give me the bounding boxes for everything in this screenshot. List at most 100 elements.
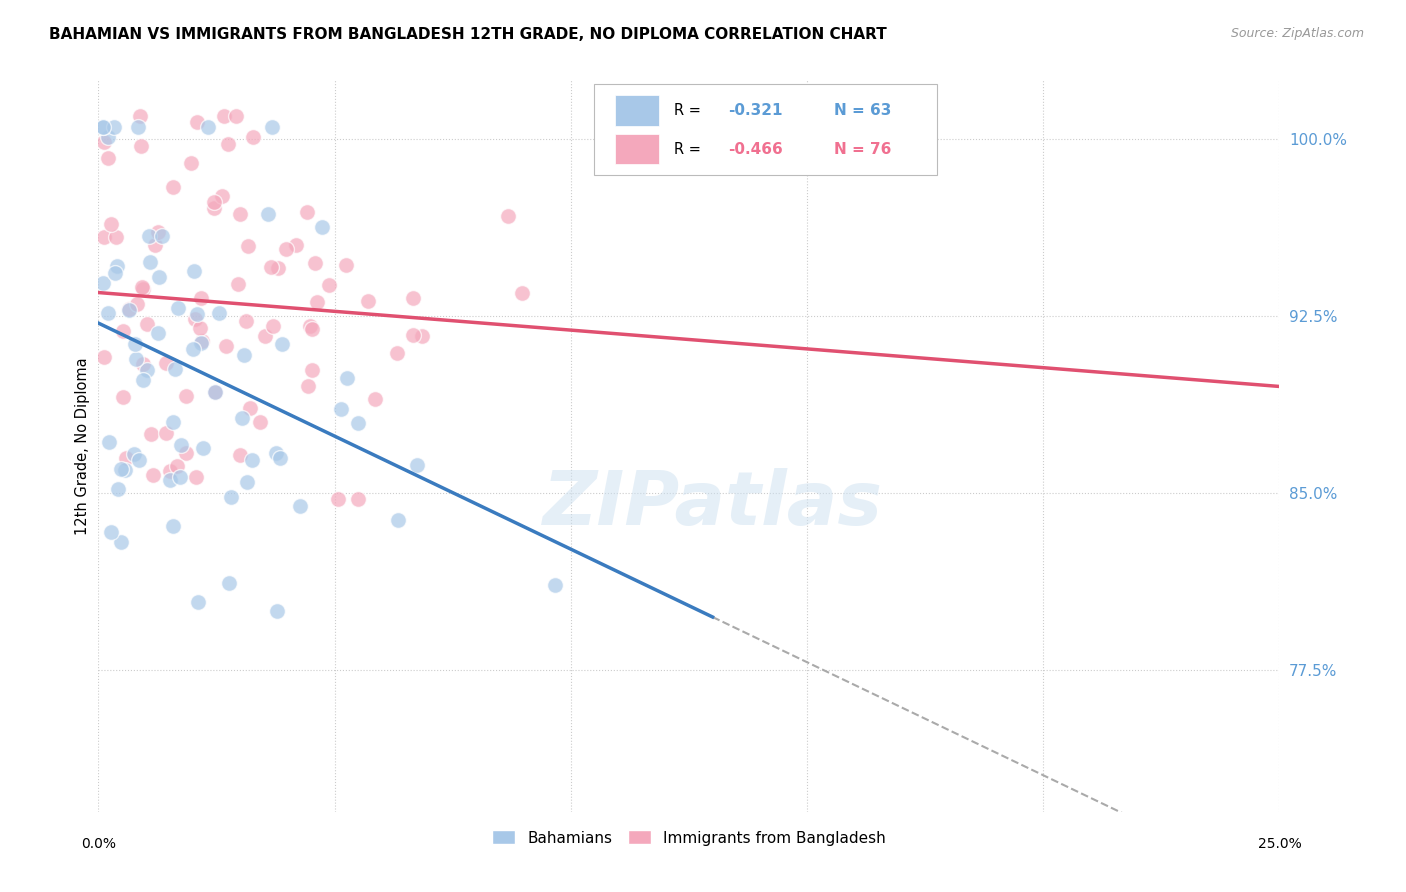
Point xyxy=(166,459,188,474)
Point xyxy=(148,226,170,240)
Point xyxy=(512,285,534,300)
FancyBboxPatch shape xyxy=(595,84,936,176)
Point xyxy=(183,312,205,326)
Point xyxy=(406,458,429,472)
Point xyxy=(162,415,184,429)
Point xyxy=(295,205,318,219)
FancyBboxPatch shape xyxy=(614,95,659,126)
Point xyxy=(136,362,159,376)
Point xyxy=(211,188,233,202)
Text: BAHAMIAN VS IMMIGRANTS FROM BANGLADESH 12TH GRADE, NO DIPLOMA CORRELATION CHART: BAHAMIAN VS IMMIGRANTS FROM BANGLADESH 1… xyxy=(49,27,887,42)
Point xyxy=(100,524,122,539)
Point xyxy=(139,426,162,441)
Point xyxy=(111,390,134,404)
Point xyxy=(276,242,298,256)
Point xyxy=(112,324,135,338)
Point xyxy=(335,258,357,272)
Point xyxy=(91,277,114,291)
Point xyxy=(236,475,259,489)
Point xyxy=(97,305,120,319)
Point xyxy=(114,463,136,477)
Point xyxy=(91,120,114,135)
Point xyxy=(240,453,263,467)
Point xyxy=(318,277,340,292)
Point xyxy=(387,346,409,360)
FancyBboxPatch shape xyxy=(614,134,659,164)
Point xyxy=(93,136,115,150)
Point xyxy=(236,239,259,253)
Point xyxy=(301,362,323,376)
Point xyxy=(127,297,149,311)
Legend: Bahamians, Immigrants from Bangladesh: Bahamians, Immigrants from Bangladesh xyxy=(486,824,891,852)
Point xyxy=(270,336,292,351)
Point xyxy=(242,129,264,144)
Text: R =: R = xyxy=(673,142,704,156)
Point xyxy=(165,361,187,376)
Point xyxy=(181,342,204,356)
Text: 0.0%: 0.0% xyxy=(82,837,115,851)
Point xyxy=(221,491,243,505)
Text: -0.321: -0.321 xyxy=(728,103,782,118)
Point xyxy=(284,237,307,252)
Point xyxy=(249,415,271,429)
Point xyxy=(498,209,520,223)
Point xyxy=(138,229,160,244)
Point xyxy=(191,334,214,349)
Point xyxy=(229,448,252,462)
Point xyxy=(188,320,211,334)
Point xyxy=(217,136,239,151)
Point xyxy=(233,348,256,362)
Point xyxy=(159,473,181,487)
Point xyxy=(305,295,328,310)
Point xyxy=(159,463,181,477)
Point xyxy=(226,277,249,291)
Text: 25.0%: 25.0% xyxy=(1257,837,1302,851)
Point xyxy=(169,469,191,483)
Text: -0.466: -0.466 xyxy=(728,142,783,156)
Point xyxy=(204,384,226,399)
Point xyxy=(117,302,139,317)
Point xyxy=(155,426,177,441)
Point xyxy=(290,499,312,513)
Point xyxy=(107,482,129,496)
Point xyxy=(132,373,155,387)
Point xyxy=(105,230,128,244)
Point xyxy=(110,534,132,549)
Point xyxy=(110,462,132,476)
Point xyxy=(212,109,235,123)
Point xyxy=(266,604,288,618)
Point xyxy=(131,280,153,294)
Point xyxy=(259,260,281,274)
Point xyxy=(239,401,262,416)
Point xyxy=(118,301,141,316)
Point xyxy=(298,318,321,333)
Point xyxy=(93,230,115,244)
Point xyxy=(202,201,225,215)
Point xyxy=(311,219,333,234)
Point xyxy=(229,207,252,221)
Point xyxy=(127,120,149,135)
Point xyxy=(103,120,125,135)
Point xyxy=(202,195,225,210)
Point xyxy=(167,301,190,315)
Point xyxy=(124,351,146,366)
Point xyxy=(301,322,323,336)
Point xyxy=(544,578,567,592)
Point xyxy=(387,513,409,527)
Point xyxy=(190,335,212,350)
Point xyxy=(191,441,214,455)
Point xyxy=(142,468,165,483)
Point xyxy=(162,180,184,194)
Point xyxy=(115,451,138,466)
Point xyxy=(128,453,150,467)
Text: R =: R = xyxy=(673,103,704,118)
Point xyxy=(174,389,197,403)
Text: N = 76: N = 76 xyxy=(834,142,891,156)
Y-axis label: 12th Grade, No Diploma: 12th Grade, No Diploma xyxy=(75,357,90,535)
Point xyxy=(347,416,370,430)
Point xyxy=(329,401,352,416)
Point xyxy=(402,291,425,305)
Point xyxy=(143,237,166,252)
Point xyxy=(267,261,290,276)
Point xyxy=(411,329,433,343)
